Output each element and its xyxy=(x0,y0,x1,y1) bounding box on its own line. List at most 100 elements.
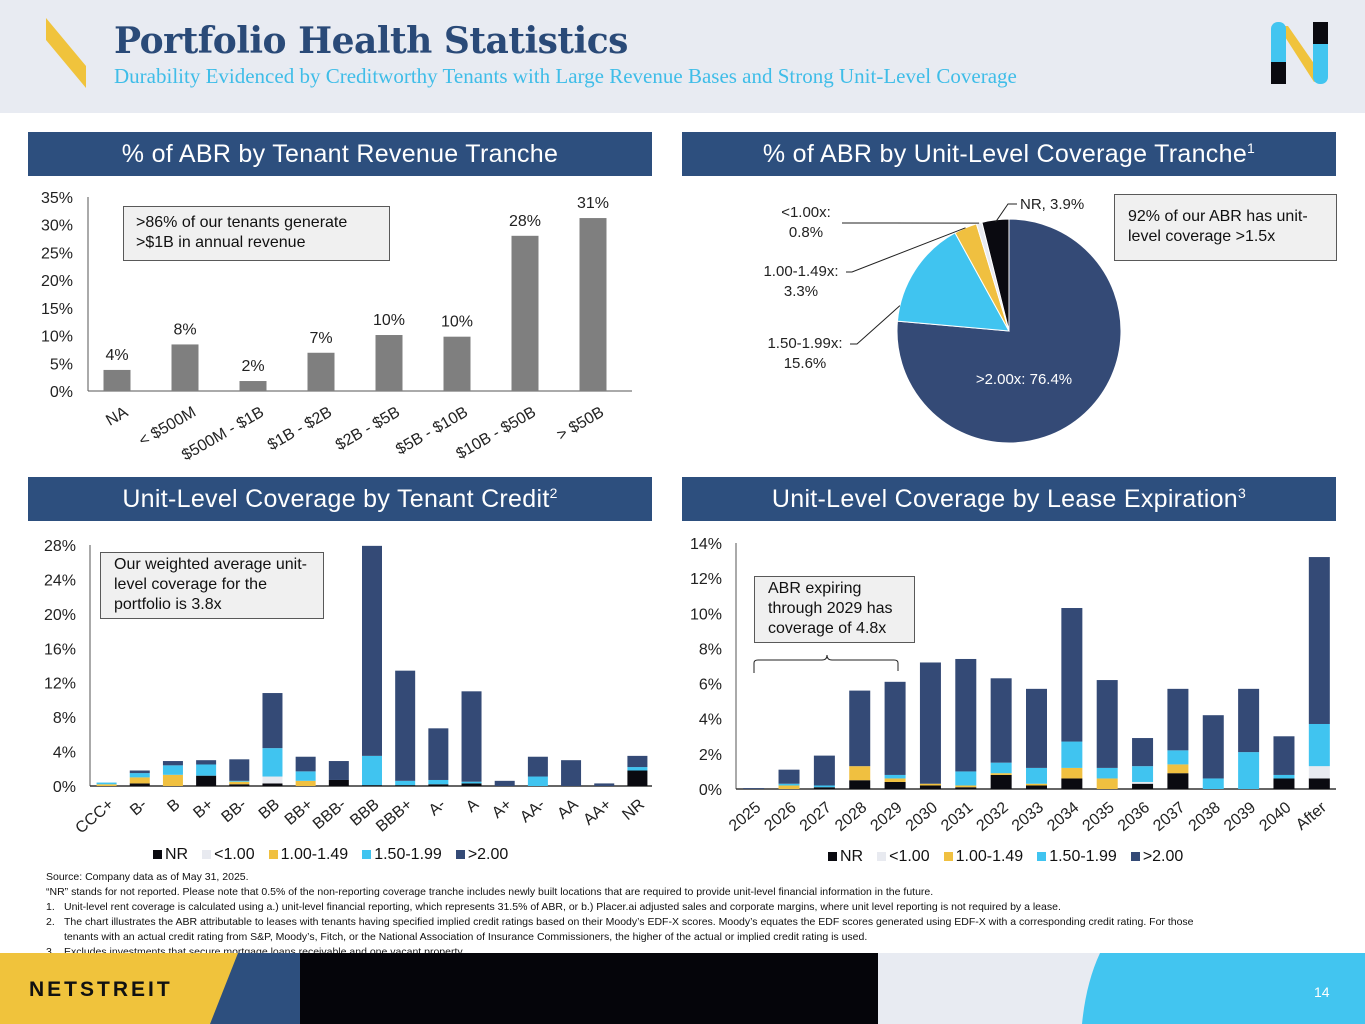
bar-segment-_2_00 xyxy=(295,756,316,772)
bar-segment-_2_00 xyxy=(1026,688,1047,768)
x-tick-label: BBB- xyxy=(310,796,350,833)
footnotes: Source: Company data as of May 31, 2025.… xyxy=(46,870,1336,960)
bar xyxy=(443,336,471,391)
y-tick-label: 35% xyxy=(41,190,73,207)
pie-label-lt1: 0.8% xyxy=(789,224,823,241)
revenue-tranche-bar-chart: 0%5%10%15%20%25%30%35%4%NA8%< $500M2%$50… xyxy=(41,190,632,464)
bar-segment-NR xyxy=(196,775,217,786)
x-tick-label: NR xyxy=(619,796,648,824)
y-tick-label: 12% xyxy=(44,676,76,693)
bar-segment-1_00_1_49 xyxy=(990,773,1012,775)
bar-segment-1_50_1_99 xyxy=(1026,767,1047,784)
y-tick-label: 8% xyxy=(699,641,722,658)
legend-label: 1.50-1.99 xyxy=(374,846,442,863)
bar-segment-_2_00 xyxy=(743,788,765,789)
bar-segment-1_00_1_49 xyxy=(919,783,941,786)
footnote-nr: “NR” stands for not reported. Please not… xyxy=(46,886,934,898)
legend-swatch xyxy=(943,852,953,861)
header-accent-stripe xyxy=(46,18,86,88)
legend-label: >2.00 xyxy=(467,846,509,863)
legend-swatch xyxy=(362,850,372,859)
bar-segment-1_50_1_99 xyxy=(1202,778,1224,789)
bar-segment-1_50_1_99 xyxy=(990,762,1012,774)
bar-segment-NR xyxy=(1167,773,1189,789)
legend-swatch xyxy=(153,850,162,859)
y-tick-label: 25% xyxy=(41,245,73,262)
panel-title-text: % of ABR by Tenant Revenue Tranche xyxy=(121,140,559,168)
x-tick-label: 2038 xyxy=(1186,799,1224,835)
x-tick-label: AA- xyxy=(517,796,548,826)
bar xyxy=(171,344,199,391)
x-tick-label: 2034 xyxy=(1044,799,1082,835)
bar xyxy=(239,381,267,391)
callout-abr-expiring: ABR expiring through 2029 has coverage o… xyxy=(754,576,915,643)
bar-segment-_2_00 xyxy=(395,670,416,781)
footer-brand-logo: NETSTREIT xyxy=(29,978,173,1001)
y-tick-label: 8% xyxy=(53,710,76,727)
bar-segment-NR xyxy=(262,783,283,786)
netstreit-logo-icon xyxy=(1271,22,1328,84)
footnote-text: The chart illustrates the ABR attributab… xyxy=(64,916,1194,928)
legend-item: NR xyxy=(153,846,188,864)
footnote-1: 1. Unit-level rent coverage is calculated… xyxy=(46,900,1336,915)
bar xyxy=(579,218,607,391)
callout-coverage: 92% of our ABR has unit-level coverage >… xyxy=(1114,194,1337,261)
panel-title-text: Unit-Level Coverage by Lease Expiration xyxy=(771,485,1239,513)
bar-segment-1_50_1_99 xyxy=(428,779,449,785)
data-label: 4% xyxy=(105,347,128,364)
bar-segment-_2_00 xyxy=(813,755,835,786)
data-label: 8% xyxy=(173,321,196,338)
bar-segment-1_00_1_49 xyxy=(129,777,150,784)
y-tick-label: 20% xyxy=(41,273,73,290)
footer-band xyxy=(0,953,1365,1024)
legend-label: 1.00-1.49 xyxy=(955,848,1024,865)
bar-segment-1_50_1_99 xyxy=(1238,752,1260,789)
bar-segment-_2_00 xyxy=(1167,688,1189,751)
bar-segment-NR xyxy=(1026,785,1047,789)
bar-segment-1_00_1_49 xyxy=(1061,767,1083,779)
leader-line xyxy=(850,305,901,345)
x-tick-label: B xyxy=(164,796,183,816)
x-tick-label: 2031 xyxy=(938,799,976,835)
bar-segment-1_00_1_49 xyxy=(1026,783,1047,786)
x-tick-label: A- xyxy=(426,796,449,819)
bar-segment-_2_00 xyxy=(461,691,482,782)
bar-segment-_2_00 xyxy=(1273,736,1295,775)
bar-segment-NR xyxy=(627,770,648,786)
bar-segment-_2_00 xyxy=(1132,738,1154,767)
legend-item: 1.50-1.99 xyxy=(1037,848,1117,866)
legend-swatch xyxy=(828,852,837,861)
x-tick-label: 2036 xyxy=(1115,799,1153,835)
coverage-tranche-pie-chart: NR, 3.9% >2.00x: 76.4% 1.50-1.99x: 15.6% 1.0… xyxy=(763,196,1122,444)
legend-label: NR xyxy=(165,846,189,863)
bar-segment-_1_00 xyxy=(1308,766,1330,779)
bar-segment-_2_00 xyxy=(778,769,800,784)
callout-weighted-average: Our weighted average unit-level coverage… xyxy=(100,552,324,619)
x-tick-label: AA xyxy=(554,796,582,823)
bar-segment-1_00_1_49 xyxy=(96,784,117,786)
bar-segment-_1_00 xyxy=(1132,781,1154,784)
x-tick-label: 2026 xyxy=(761,799,799,835)
callout-revenue: >86% of our tenants generate >$1B in ann… xyxy=(123,206,390,261)
bar-segment-1_50_1_99 xyxy=(1096,767,1118,779)
x-tick-label: NA xyxy=(103,404,131,430)
x-tick-label: BBB+ xyxy=(373,796,416,836)
footnote-2-cont: tenants with an actual credit rating fro… xyxy=(64,931,868,943)
bar-segment-1_50_1_99 xyxy=(1273,774,1295,779)
bar-segment-_2_00 xyxy=(849,690,871,767)
y-tick-label: 4% xyxy=(699,712,722,729)
legend-swatch xyxy=(1130,852,1140,861)
data-label: 2% xyxy=(241,358,264,375)
bar-segment-NR xyxy=(884,781,906,789)
bar-segment-NR xyxy=(1132,783,1154,789)
x-tick-label: BB+ xyxy=(282,796,316,829)
pie-label-lt1: <1.00x: xyxy=(781,204,831,221)
footnote-2: 2. The chart illustrates the ABR attribut… xyxy=(46,915,1336,930)
y-tick-label: 24% xyxy=(44,572,76,589)
bar-segment-_2_00 xyxy=(1308,557,1330,724)
legend-item: >2.00 xyxy=(1130,848,1183,866)
data-label: 7% xyxy=(309,330,332,347)
x-tick-label: $2B - $5B xyxy=(333,404,403,454)
bar-segment-_1_00 xyxy=(262,776,283,784)
bar-segment-1_50_1_99 xyxy=(362,755,382,786)
